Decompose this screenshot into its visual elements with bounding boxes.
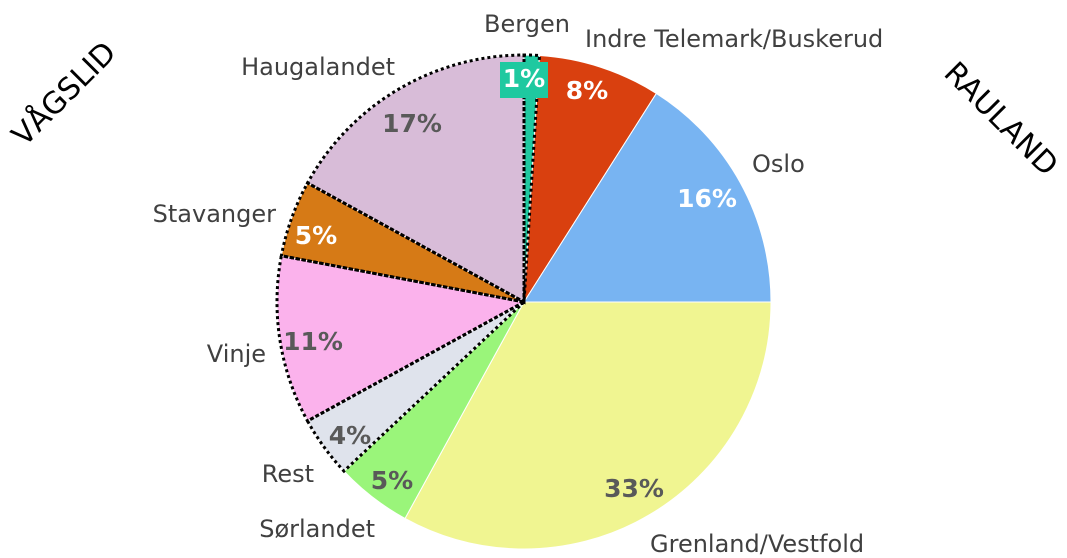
pie-slice xyxy=(523,92,772,303)
slice-name: Rest xyxy=(262,460,314,488)
slice-outline xyxy=(275,253,529,424)
slice-outline xyxy=(305,300,526,474)
annotation: RAULAND xyxy=(937,55,1065,183)
pie-slice xyxy=(404,301,772,550)
value-label: 5% xyxy=(371,466,413,495)
value-label: 33% xyxy=(604,474,664,503)
value-label: 8% xyxy=(566,76,608,105)
slice-name: Vinje xyxy=(207,340,266,368)
value-label: 16% xyxy=(677,184,737,213)
value-label: 4% xyxy=(329,421,371,450)
annotation: VÅGSLID xyxy=(5,35,124,154)
slice-name: Oslo xyxy=(752,150,805,178)
value-label: 17% xyxy=(382,109,442,138)
slice-outline xyxy=(305,53,526,305)
slice-name: Bergen xyxy=(484,10,570,38)
pie xyxy=(275,53,772,550)
value-label: 11% xyxy=(283,327,343,356)
value-label: 5% xyxy=(295,221,337,250)
pie-slice xyxy=(523,54,658,303)
slice-name: Stavanger xyxy=(153,200,276,228)
labels: Bergen 1% Indre Telemark/Buskerud 8% Oslo 16%… xyxy=(153,10,884,558)
slice-name: Sørlandet xyxy=(259,515,375,543)
value-label: 1% xyxy=(503,64,545,93)
slice-name: Indre Telemark/Buskerud xyxy=(585,25,883,53)
slice-name: Haugalandet xyxy=(241,53,395,81)
slice-name: Grenland/Vestfold xyxy=(650,530,864,558)
label-box xyxy=(500,62,548,98)
